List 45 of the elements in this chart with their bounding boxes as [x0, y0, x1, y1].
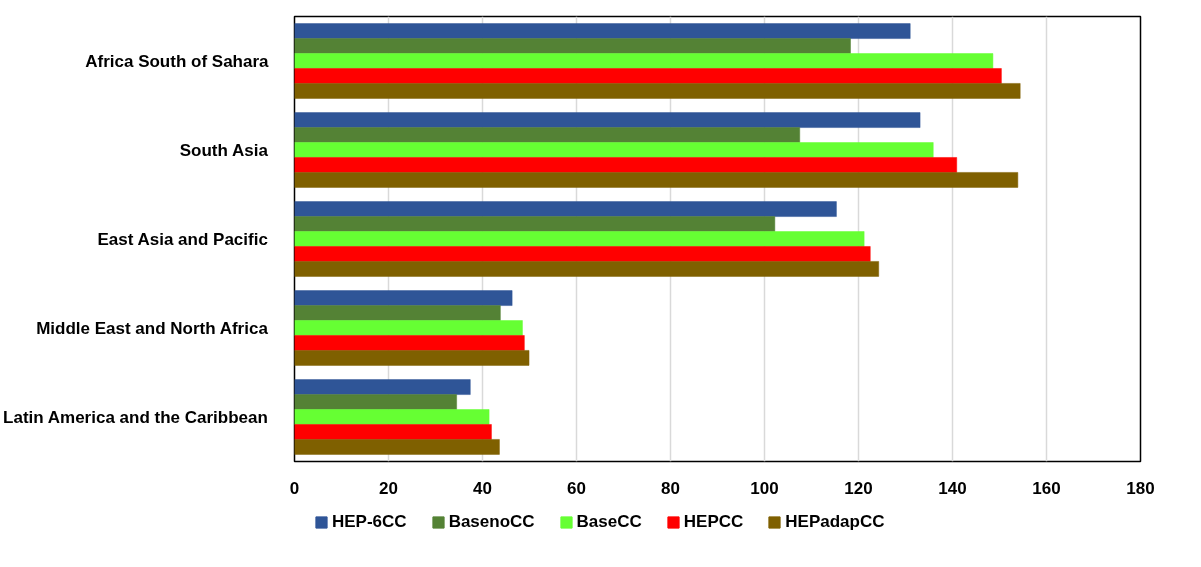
y-tick-label: Latin America and the Caribbean [3, 407, 268, 427]
legend-label: BaseCC [576, 512, 642, 532]
bar [294, 82, 1021, 99]
bar [294, 290, 513, 307]
x-tick-label: 140 [938, 478, 967, 498]
bar [294, 142, 934, 158]
legend-label: HEP-6CC [332, 512, 407, 532]
bar [294, 53, 994, 69]
x-tick-label: 20 [379, 478, 398, 498]
x-tick-label: 120 [844, 478, 873, 498]
bar [294, 334, 525, 351]
y-tick-label: Africa South of Sahara [85, 51, 270, 71]
bar [294, 216, 776, 233]
y-tick-label: East Asia and Pacific [97, 229, 268, 249]
x-tick-label: 60 [567, 478, 586, 498]
legend-label: BasenoCC [448, 512, 535, 532]
bar [294, 171, 1019, 188]
y-tick-label: South Asia [179, 140, 269, 160]
y-tick-label: Middle East and North Africa [36, 318, 269, 338]
x-tick-label: 100 [750, 478, 779, 498]
legend-label: HEPCC [683, 512, 744, 532]
bar [294, 23, 911, 40]
x-tick-label: 160 [1032, 478, 1061, 498]
bar [294, 231, 865, 247]
bar [294, 127, 801, 144]
legend-label: HEPadapCC [785, 512, 885, 532]
bar [294, 438, 500, 455]
bar [294, 245, 871, 262]
bar [294, 349, 530, 366]
bar [294, 320, 523, 336]
x-tick-label: 0 [289, 478, 300, 498]
x-tick-label: 40 [473, 478, 492, 498]
bar [294, 423, 492, 440]
x-tick-label: 80 [661, 478, 680, 498]
bar [294, 201, 837, 218]
bar [294, 156, 958, 173]
bar [294, 38, 852, 55]
bar [294, 409, 490, 425]
bar [294, 305, 501, 322]
bar [294, 67, 1002, 84]
bar [294, 394, 458, 411]
bar [294, 379, 471, 396]
bar [294, 112, 921, 129]
bar [294, 260, 880, 277]
x-tick-label: 180 [1126, 478, 1155, 498]
